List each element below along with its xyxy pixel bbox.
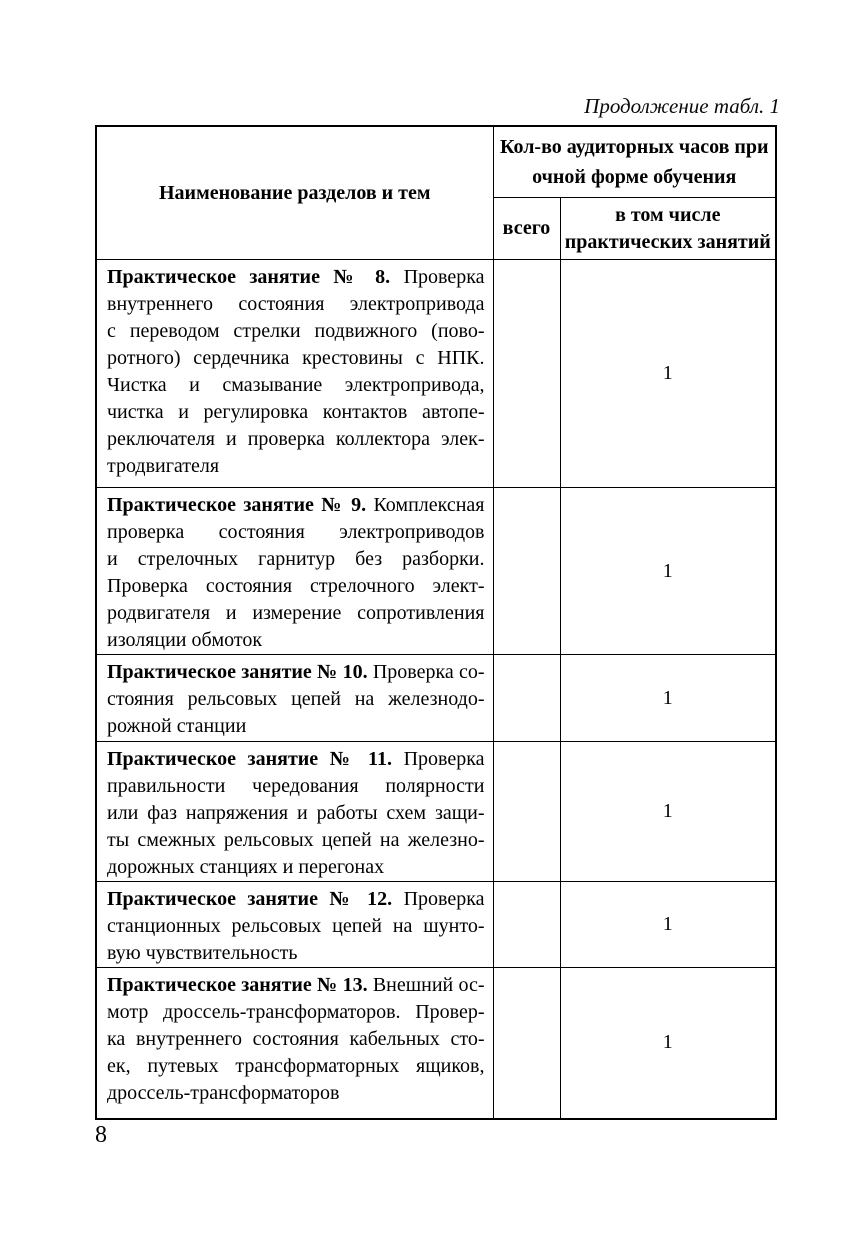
description-line: ты смежных рельсовых цепей на железно- xyxy=(107,829,485,851)
description-line: дроссель-трансформаторов xyxy=(107,1082,340,1104)
row-total-cell xyxy=(492,259,561,488)
description-line: станционных рельсовых цепей на шунто- xyxy=(107,915,485,937)
description-text: Проверка xyxy=(403,748,485,770)
description-line: ек, путевых трансформаторных ящиков, xyxy=(107,1055,485,1077)
description-text: Внешний ос- xyxy=(372,974,485,996)
description-line: тродвигателя xyxy=(107,455,220,477)
description-line: родвигателя и измерение сопротивления xyxy=(107,602,485,624)
description-line: изоляции обмоток xyxy=(107,629,263,651)
row-description-cell: Практическое занятие № 9. Комплексная про… xyxy=(95,487,494,655)
table-header-row-group: Наименование разделов и тем Кол-во аудит… xyxy=(95,125,777,260)
row-description-cell: Практическое занятие № 10. Проверка со-с… xyxy=(95,654,494,742)
description-line: чистка и регулировка контактов автопе- xyxy=(107,401,485,423)
description-line: Проверка состояния стрелочного элект- xyxy=(107,575,485,597)
description-line: или фаз напряжения и работы схем защи- xyxy=(107,802,485,824)
row-practical-cell: 1 xyxy=(559,487,777,655)
description-line: ка внутреннего состояния кабельных сто- xyxy=(107,1028,485,1050)
row-practical-cell: 1 xyxy=(559,881,777,968)
lesson-title: Практическое занятие № 9. xyxy=(107,494,367,516)
lesson-title: Практическое занятие № 10. xyxy=(107,661,368,683)
description-line: дорожных станциях и перегонах xyxy=(107,856,385,878)
description-text: Комплексная xyxy=(373,494,485,516)
description-line: с переводом стрелки подвижного (пово- xyxy=(107,320,485,342)
description-line: рожной станции xyxy=(107,715,247,737)
lesson-title: Практическое занятие № 11. xyxy=(107,748,392,770)
description-line: Чистка и смазывание электропривода, xyxy=(107,374,485,396)
row-practical-cell: 1 xyxy=(559,967,777,1119)
table-header-row-sub: всего в том числе практических занятий xyxy=(96,197,777,260)
row-total-cell xyxy=(492,741,561,882)
description-line: Практическое занятие № 11. Проверка xyxy=(107,746,485,773)
description-line: правильности чередования полярности xyxy=(107,775,485,797)
description-line: Практическое занятие № 9. Комплексная xyxy=(107,492,485,519)
header-total-col: всего xyxy=(492,197,561,260)
header-practical-col: в том числе практических занятий xyxy=(559,197,777,260)
description-line: мотр дроссель-трансформаторов. Провер- xyxy=(107,1001,485,1023)
description-line: стояния рельсовых цепей на железнодо- xyxy=(107,688,485,710)
description-text: Проверка со- xyxy=(372,661,485,683)
page-number: 8 xyxy=(95,1122,107,1148)
header-hours-group: Кол-во аудиторных часов при очной форме … xyxy=(492,125,777,198)
description-line: Практическое занятие № 12. Проверка xyxy=(107,886,485,913)
description-line: Практическое занятие № 13. Внешний ос- xyxy=(107,972,485,999)
lesson-title: Практическое занятие № 8. xyxy=(107,266,391,288)
row-practical-cell: 1 xyxy=(559,259,777,488)
row-description-cell: Практическое занятие № 13. Внешний ос-мо… xyxy=(95,967,494,1119)
description-line: внутреннего состояния электропривода xyxy=(107,293,485,315)
description-line: реключателя и проверка коллектора элек- xyxy=(107,428,485,450)
table-row: Практическое занятие № 8. Проверка внутре… xyxy=(95,259,777,488)
description-line: ротного) сердечника крестовины с НПК. xyxy=(107,347,485,369)
row-total-cell xyxy=(492,881,561,968)
row-description-cell: Практическое занятие № 12. Проверка станц… xyxy=(95,881,494,968)
description-line: Практическое занятие № 8. Проверка xyxy=(107,264,485,291)
lesson-title: Практическое занятие № 12. xyxy=(107,888,393,910)
table-row: Практическое занятие № 13. Внешний ос-мо… xyxy=(95,967,777,1119)
row-practical-cell: 1 xyxy=(559,654,777,742)
description-line: и стрелочных гарнитур без разборки. xyxy=(107,548,485,570)
row-total-cell xyxy=(492,967,561,1119)
row-practical-cell: 1 xyxy=(559,741,777,882)
description-text: Проверка xyxy=(403,266,485,288)
row-total-cell xyxy=(492,487,561,655)
lesson-title: Практическое занятие № 13. xyxy=(107,974,368,996)
description-line: Практическое занятие № 10. Проверка со- xyxy=(107,659,485,686)
table-row: Практическое занятие № 11. Проверка прави… xyxy=(95,741,777,882)
table-row: Практическое занятие № 10. Проверка со-с… xyxy=(95,654,777,742)
description-line: проверка состояния электроприводов xyxy=(107,521,485,543)
curriculum-hours-table: Наименование разделов и тем Кол-во аудит… xyxy=(95,125,778,1120)
header-name-col: Наименование разделов и тем xyxy=(95,125,494,260)
row-total-cell xyxy=(492,654,561,742)
row-description-cell: Практическое занятие № 11. Проверка прави… xyxy=(95,741,494,882)
table-continuation-caption: Продолжение табл. 1 xyxy=(584,94,780,118)
table-row: Практическое занятие № 12. Проверка станц… xyxy=(95,881,777,968)
row-description-cell: Практическое занятие № 8. Проверка внутре… xyxy=(95,259,494,488)
table-row: Практическое занятие № 9. Комплексная про… xyxy=(95,487,777,655)
description-text: Проверка xyxy=(403,888,485,910)
description-line: вую чувствительность xyxy=(107,942,298,964)
